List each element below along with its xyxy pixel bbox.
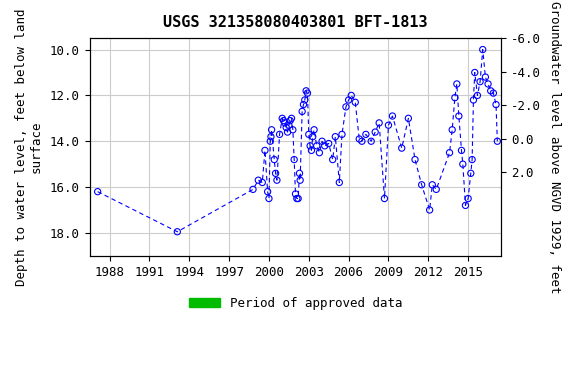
Point (331, 134, 340, 140)
Point (361, 131, 370, 137)
Point (93, 189, 103, 195)
Point (489, 90, 498, 96)
Point (281, 120, 290, 126)
Point (266, 134, 275, 140)
Point (427, 182, 437, 188)
Point (272, 177, 282, 183)
Point (445, 150, 454, 156)
Legend: Period of approved data: Period of approved data (184, 292, 407, 315)
Y-axis label: Depth to water level, feet below land
surface: Depth to water level, feet below land su… (15, 8, 43, 286)
Point (291, 191, 300, 197)
Point (466, 170, 475, 176)
Point (404, 115, 413, 121)
Point (355, 136, 364, 142)
Point (397, 145, 406, 151)
Point (468, 157, 477, 163)
Point (288, 127, 297, 133)
Point (266, 138, 275, 144)
Point (473, 92, 482, 98)
Point (475, 79, 484, 85)
Point (298, 108, 307, 114)
Point (315, 150, 324, 156)
Point (380, 195, 389, 202)
Point (366, 138, 376, 144)
Point (417, 182, 426, 188)
Point (335, 179, 344, 185)
Point (486, 88, 495, 94)
Point (263, 189, 272, 195)
Point (295, 177, 305, 183)
Point (253, 177, 263, 183)
Point (483, 81, 492, 87)
Point (275, 131, 284, 137)
Point (283, 129, 292, 135)
Point (457, 147, 466, 154)
Point (342, 104, 351, 110)
Point (347, 92, 356, 98)
Point (425, 207, 434, 213)
Point (290, 157, 299, 163)
Point (328, 157, 338, 163)
Point (308, 134, 317, 140)
Point (257, 179, 267, 185)
Point (307, 147, 316, 154)
Point (464, 195, 473, 202)
Point (338, 131, 347, 137)
Point (294, 195, 303, 202)
Bar (256, 259, 435, 266)
Point (370, 129, 380, 135)
Point (248, 186, 257, 192)
Point (481, 74, 490, 80)
Point (301, 88, 310, 94)
Title: USGS 321358080403801 BFT-1813: USGS 321358080403801 BFT-1813 (163, 15, 428, 30)
Point (303, 90, 312, 96)
Point (279, 118, 288, 124)
Point (309, 127, 319, 133)
Point (491, 101, 501, 108)
Y-axis label: Groundwater level above NGVD 1929, feet: Groundwater level above NGVD 1929, feet (548, 1, 561, 293)
Bar (176, 259, 180, 266)
Point (267, 127, 276, 133)
Point (284, 122, 293, 128)
Point (312, 143, 321, 149)
Point (384, 122, 393, 128)
Point (452, 81, 461, 87)
Point (260, 147, 270, 154)
Point (271, 170, 280, 176)
Point (282, 124, 291, 131)
Point (454, 113, 464, 119)
Point (492, 138, 502, 144)
Point (264, 195, 274, 202)
Point (411, 157, 420, 163)
Point (431, 186, 441, 192)
Point (286, 118, 295, 124)
Point (324, 141, 334, 147)
Point (461, 202, 470, 209)
Point (351, 99, 360, 105)
Bar (96, 259, 100, 266)
Point (299, 101, 308, 108)
Point (458, 161, 468, 167)
Point (304, 131, 313, 137)
Point (448, 127, 457, 133)
Point (478, 46, 487, 53)
Bar (448, 259, 497, 266)
Point (317, 138, 327, 144)
Point (278, 115, 287, 121)
Point (450, 94, 460, 101)
Point (320, 143, 329, 149)
Point (305, 143, 314, 149)
Point (295, 170, 304, 176)
Point (173, 229, 182, 235)
Point (287, 115, 296, 121)
Point (344, 97, 353, 103)
Point (388, 113, 397, 119)
Point (357, 138, 366, 144)
Point (469, 97, 478, 103)
Point (470, 70, 479, 76)
Point (374, 120, 384, 126)
Point (270, 157, 279, 163)
Point (300, 97, 309, 103)
Point (292, 195, 301, 202)
